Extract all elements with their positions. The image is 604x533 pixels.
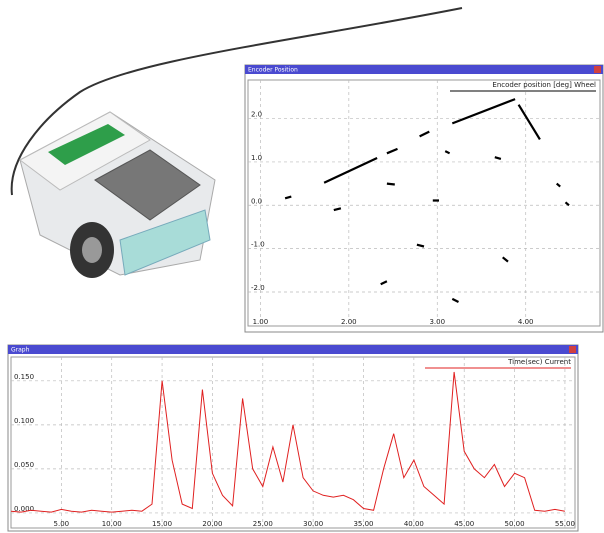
- y-tick-label: 1.0: [251, 154, 262, 162]
- title-bar: [8, 345, 578, 354]
- x-tick-label: 30.00: [303, 520, 323, 528]
- y-tick-label: 0.0: [251, 197, 262, 205]
- x-tick-label: 2.00: [341, 318, 357, 326]
- y-tick-label: 0.150: [14, 373, 34, 381]
- y-tick-label: 0.100: [14, 417, 34, 425]
- plot-window: Graph 5.00 10.00 15.00 20.00 25.00 30.00 35.00 4…: [8, 345, 578, 531]
- window-title: Encoder Position: [248, 67, 298, 74]
- close-button: [594, 66, 601, 73]
- x-tick-label: 3.00: [429, 318, 445, 326]
- x-tick-label: 4.00: [518, 318, 534, 326]
- wheel-hub: [82, 237, 102, 263]
- y-tick-label: 2.0: [251, 111, 262, 119]
- window-title: Graph: [11, 347, 30, 354]
- x-tick-label: 25.00: [253, 520, 273, 528]
- x-tick-label: 15.00: [152, 520, 172, 528]
- window-frame: [8, 345, 578, 531]
- title-bar: [245, 65, 603, 74]
- y-tick-label: 0.050: [14, 461, 34, 469]
- x-tick-label: 55.00: [555, 520, 575, 528]
- close-button: [569, 346, 576, 353]
- y-tick-label: -1.0: [251, 241, 265, 249]
- legend-label: Time(sec) Current: [507, 358, 571, 366]
- x-tick-label: 20.00: [202, 520, 222, 528]
- legend-label: Encoder position [deg] Wheel: [492, 81, 596, 89]
- x-tick-label: 45.00: [454, 520, 474, 528]
- x-tick-label: 5.00: [54, 520, 70, 528]
- plot-window: Encoder Position 1.00 2.00 3.00 4.00 2.0 1.0 0.…: [245, 65, 603, 332]
- x-tick-label: 10.00: [102, 520, 122, 528]
- x-tick-label: 1.00: [253, 318, 269, 326]
- page: Encoder Position 1.00 2.00 3.00 4.00 2.0 1.0 0.…: [0, 0, 604, 533]
- x-tick-label: 50.00: [505, 520, 525, 528]
- x-tick-label: 35.00: [353, 520, 373, 528]
- x-tick-label: 40.00: [404, 520, 424, 528]
- y-tick-label: -2.0: [251, 284, 265, 292]
